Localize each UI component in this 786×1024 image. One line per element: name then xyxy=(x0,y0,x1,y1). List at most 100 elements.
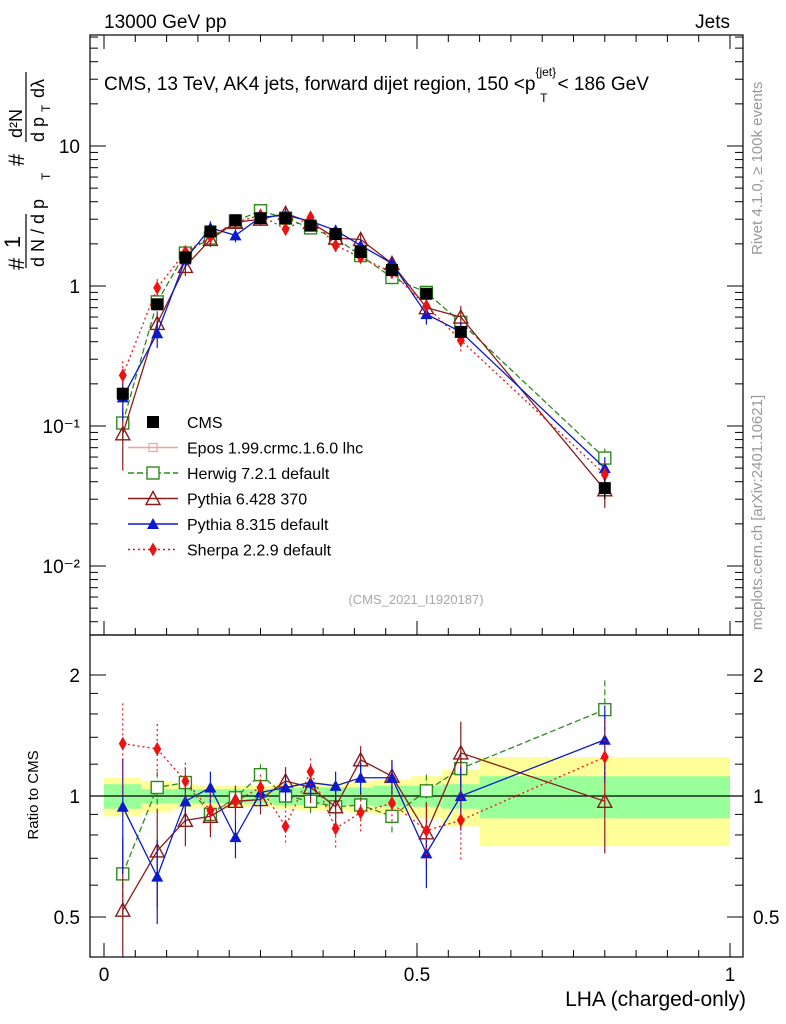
svg-text:T: T xyxy=(39,104,53,112)
svg-text:d N / d p: d N / d p xyxy=(28,199,48,267)
cms-series xyxy=(116,212,611,500)
pythia8-point xyxy=(454,790,467,801)
pythia8-point xyxy=(179,795,192,807)
legend-label: Pythia 6.428 370 xyxy=(187,492,307,509)
main-panel xyxy=(114,204,613,508)
cms-data-point xyxy=(279,212,292,225)
ratio-panel xyxy=(90,680,743,957)
header-right: Jets xyxy=(695,12,730,33)
herwig-point xyxy=(150,780,164,795)
pythia6-point xyxy=(177,257,194,274)
cms-data-point xyxy=(304,219,317,232)
pythia8-point xyxy=(385,771,398,783)
cms-data-point xyxy=(329,228,342,241)
cms-data-point xyxy=(204,225,217,238)
x-tick-label: 0 xyxy=(99,965,110,986)
ratio-tick-label: 2 xyxy=(753,666,764,687)
sherpa-point xyxy=(387,796,396,811)
pythia8-point xyxy=(229,831,242,843)
y-tick-label: 10 xyxy=(59,137,80,158)
svg-text:T: T xyxy=(39,172,53,180)
rivet-version: Rivet 4.1.0, ≥ 100k events xyxy=(749,82,766,255)
x-tick-label: 0.5 xyxy=(404,965,430,986)
cms-data-point xyxy=(116,387,129,400)
sherpa-point xyxy=(149,542,157,557)
cms-data-point xyxy=(229,214,242,227)
pythia6-point xyxy=(452,744,469,760)
sherpa-point xyxy=(281,819,290,834)
sherpa-point xyxy=(356,805,365,820)
legend-entry-sherpa: Sherpa 2.2.9 default xyxy=(128,542,332,560)
sherpa-point xyxy=(153,280,162,295)
x-axis-label: LHA (charged-only) xyxy=(565,988,746,1011)
pythia6-point xyxy=(596,792,613,809)
svg-text:1: 1 xyxy=(0,236,25,248)
cms-data-point xyxy=(254,212,267,225)
cms-data-point xyxy=(454,325,467,338)
sherpa-line xyxy=(122,214,606,476)
legend-label: Pythia 8.315 default xyxy=(187,517,329,534)
sherpa-point xyxy=(153,741,162,756)
epos-point xyxy=(148,442,158,453)
pythia6-point xyxy=(114,425,131,441)
sherpa-point xyxy=(331,821,340,836)
pythia8-point xyxy=(279,781,292,793)
svg-text:d p: d p xyxy=(28,117,48,142)
legend-entry-py8: Pythia 8.315 default xyxy=(128,517,329,534)
y-axis-label-main: # 1 d N / d p T # d²N d p T dλ xyxy=(0,72,53,270)
cms-data-point xyxy=(354,245,367,258)
svg-text:dλ: dλ xyxy=(28,79,48,98)
sherpa-point xyxy=(206,803,215,818)
pythia8-point xyxy=(354,771,367,783)
ratio-tick-label: 2 xyxy=(69,666,80,687)
legend: CMS Epos 1.99.crmc.1.6.0 lhc Herwig 7.2.1 … xyxy=(128,415,363,560)
pythia8-point xyxy=(420,847,433,859)
pythia8-point xyxy=(304,776,317,788)
sherpa-point xyxy=(281,222,290,237)
svg-text:#: # xyxy=(4,153,29,166)
analysis-watermark: (CMS_2021_I1920187) xyxy=(348,592,483,607)
pythia8-point xyxy=(151,327,164,339)
pythia6-point xyxy=(114,901,131,917)
cms-data-point xyxy=(147,416,159,428)
legend-entry-py6: Pythia 6.428 370 xyxy=(128,490,307,509)
legend-entry-cms: CMS xyxy=(147,415,223,432)
mcplots-credit: mcplots.cern.ch [arXiv:2401.10621] xyxy=(749,395,766,630)
svg-text:d²N: d²N xyxy=(6,109,26,138)
cms-data-point xyxy=(385,264,398,277)
cms-data-point xyxy=(420,287,433,300)
pythia6-point xyxy=(144,490,162,506)
sherpa-point xyxy=(256,780,265,795)
ratio-tick-label: 0.5 xyxy=(753,908,779,929)
sherpa-point xyxy=(600,750,609,765)
y-tick-label: 10⁻² xyxy=(43,557,81,578)
ratio-tick-label: 0.5 xyxy=(54,908,80,929)
pythia8-point xyxy=(116,800,129,812)
pythia8-point xyxy=(147,518,159,529)
sherpa-point xyxy=(600,467,609,482)
sherpa-point xyxy=(331,238,340,253)
pythia8-point xyxy=(151,870,164,882)
pythia6-point xyxy=(202,807,219,824)
cms-data-point xyxy=(179,251,192,264)
legend-label: Epos 1.99.crmc.1.6.0 lhc xyxy=(187,441,363,458)
sherpa-point xyxy=(118,368,127,383)
legend-label: Sherpa 2.2.9 default xyxy=(187,543,332,560)
sherpa-point xyxy=(306,764,315,779)
sherpa-point xyxy=(456,813,465,828)
pythia8-point xyxy=(598,733,611,745)
legend-entry-epos: Epos 1.99.crmc.1.6.0 lhc xyxy=(128,441,363,458)
pythia6-point xyxy=(202,230,219,247)
legend-entry-herwig: Herwig 7.2.1 default xyxy=(128,466,330,483)
herwig-point xyxy=(419,784,434,798)
pythia6-point xyxy=(327,798,344,814)
y-tick-label: 10⁻¹ xyxy=(43,417,81,438)
cms-data-point xyxy=(598,482,611,495)
sherpa-point xyxy=(422,298,431,313)
sherpa-point xyxy=(231,794,240,809)
py8-ratio-line xyxy=(122,739,606,879)
legend-label: Herwig 7.2.1 default xyxy=(187,466,330,483)
plot-title: CMS, 13 TeV, AK4 jets, forward dijet reg… xyxy=(104,65,649,105)
pythia8-point xyxy=(204,781,217,793)
y-axis-label-ratio: Ratio to CMS xyxy=(25,750,42,839)
